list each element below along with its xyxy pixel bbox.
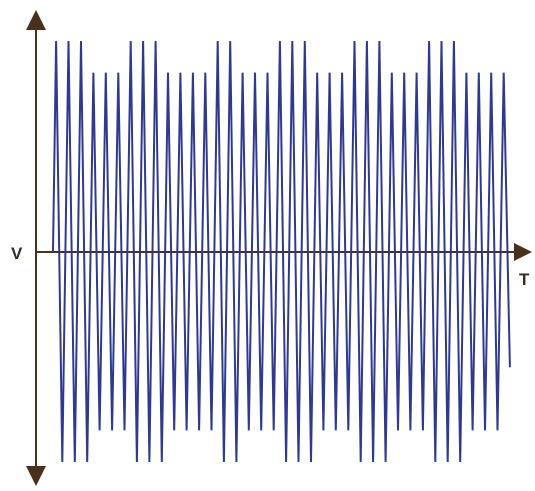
series-layer bbox=[52, 40, 511, 463]
y-axis-arrow-up bbox=[26, 10, 46, 30]
y-axis-label: V bbox=[11, 244, 23, 263]
x-axis-label: T bbox=[519, 270, 530, 289]
signal-waveform bbox=[52, 40, 511, 463]
x-axis-arrow bbox=[514, 243, 532, 261]
y-axis-arrow-down bbox=[26, 466, 46, 486]
